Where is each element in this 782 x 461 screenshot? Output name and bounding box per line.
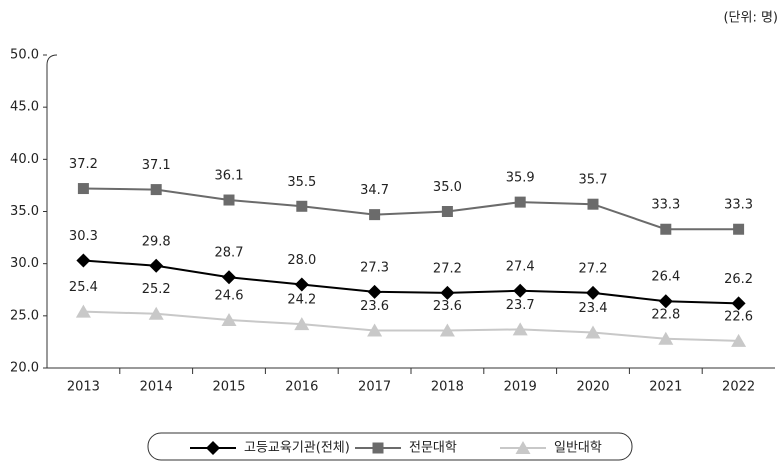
data-point (223, 194, 235, 206)
data-label: 22.8 (651, 307, 680, 322)
y-tick-label: 35.0 (10, 204, 39, 219)
x-tick-label: 2018 (431, 380, 464, 395)
data-label: 28.7 (215, 246, 244, 261)
legend-marker (515, 441, 531, 454)
y-tick-label: 30.0 (10, 256, 39, 271)
data-label: 35.0 (433, 180, 462, 195)
x-tick-label: 2015 (212, 380, 245, 395)
legend-label: 고등교육기관(전체) (244, 441, 350, 456)
data-point (222, 270, 236, 285)
data-point (296, 200, 308, 212)
data-label: 23.6 (360, 299, 389, 314)
data-label: 24.6 (215, 289, 244, 304)
x-tick-label: 2016 (285, 380, 318, 395)
data-label: 30.3 (69, 229, 98, 244)
legend-label: 일반대학 (554, 441, 602, 456)
data-point (587, 198, 599, 210)
data-point (733, 223, 745, 235)
data-label: 37.1 (142, 158, 171, 173)
data-label: 23.4 (579, 301, 608, 316)
data-label: 29.8 (142, 234, 171, 249)
data-point (149, 258, 164, 273)
data-label: 36.1 (215, 169, 244, 184)
y-axis (46, 54, 58, 368)
data-point (658, 294, 673, 309)
data-label: 27.4 (506, 259, 535, 274)
x-tick-label: 2013 (67, 380, 100, 395)
x-tick-label: 2017 (358, 380, 391, 395)
data-point (585, 325, 601, 339)
data-point (441, 206, 453, 217)
data-point (77, 183, 89, 195)
data-label: 35.5 (287, 175, 316, 190)
data-point (150, 184, 162, 196)
data-label: 25.2 (142, 282, 171, 297)
data-point (512, 322, 528, 336)
x-tick-label: 2021 (649, 380, 682, 395)
x-tick-label: 2022 (722, 380, 755, 395)
data-label: 34.7 (360, 183, 389, 198)
unit-label: (단위: 명) (723, 11, 778, 26)
data-point (439, 323, 455, 337)
data-label: 27.2 (433, 261, 462, 276)
x-tick-label: 2019 (504, 380, 537, 395)
data-label: 23.7 (506, 298, 535, 313)
data-point (731, 333, 747, 347)
data-label: 35.9 (506, 171, 535, 186)
data-label: 28.0 (287, 253, 316, 268)
legend-label: 전문대학 (409, 441, 457, 456)
series-line (83, 259, 739, 305)
data-label: 37.2 (69, 157, 98, 172)
data-point (221, 313, 237, 327)
data-label: 27.3 (360, 260, 389, 275)
x-tick-label: 2020 (576, 380, 609, 395)
data-label: 26.2 (724, 272, 753, 287)
data-point (294, 277, 309, 292)
data-point (658, 331, 674, 345)
data-point (660, 223, 672, 235)
y-tick-label: 20.0 (10, 361, 39, 376)
data-point (513, 283, 528, 298)
data-point (731, 296, 746, 311)
y-tick-label: 50.0 (10, 48, 39, 63)
data-point (367, 323, 383, 337)
legend-box (147, 432, 633, 461)
data-point (586, 285, 600, 300)
data-label: 23.6 (433, 299, 462, 314)
data-point (514, 196, 526, 208)
data-label: 27.2 (579, 261, 608, 276)
data-label: 33.3 (724, 198, 753, 213)
data-label: 24.2 (287, 293, 316, 308)
data-label: 25.4 (69, 280, 98, 295)
data-label: 26.4 (651, 270, 680, 285)
data-point (148, 306, 164, 320)
x-tick-label: 2014 (140, 380, 173, 395)
data-point (367, 284, 382, 299)
data-label: 35.7 (579, 173, 608, 188)
legend-marker (206, 441, 220, 455)
data-label: 33.3 (651, 198, 680, 213)
data-point (76, 253, 91, 268)
y-tick-label: 40.0 (10, 152, 39, 167)
series-line (83, 187, 739, 231)
data-point (440, 285, 455, 300)
data-point (75, 304, 91, 318)
y-tick-label: 45.0 (10, 100, 39, 115)
legend-marker (372, 442, 384, 454)
data-point (369, 209, 381, 221)
series-line (83, 310, 739, 342)
data-label: 22.6 (724, 309, 753, 324)
y-tick-label: 25.0 (10, 308, 39, 323)
data-point (294, 317, 310, 331)
